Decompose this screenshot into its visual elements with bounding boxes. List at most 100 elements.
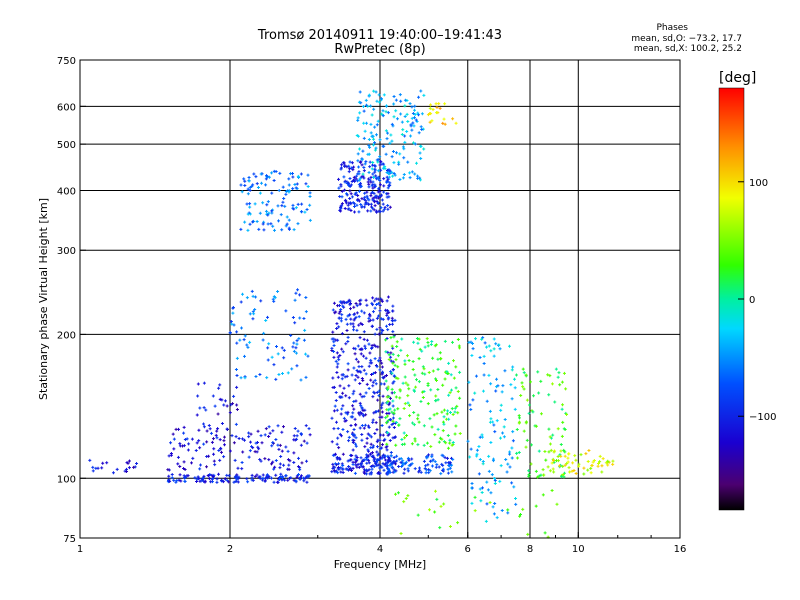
scatter-point	[386, 203, 390, 207]
scatter-point	[334, 338, 338, 342]
scatter-point	[354, 315, 358, 319]
scatter-point	[384, 350, 388, 354]
scatter-point	[435, 497, 439, 501]
x-tick-label: 6	[465, 544, 471, 555]
scatter-point	[450, 470, 454, 474]
scatter-point	[277, 188, 281, 192]
scatter-point	[333, 465, 337, 469]
scatter-point	[380, 403, 384, 407]
scatter-point	[299, 378, 303, 382]
colorbar-unit: [deg]	[719, 70, 757, 86]
scatter-point	[493, 430, 497, 434]
scatter-point	[263, 457, 267, 461]
scatter-point	[354, 174, 358, 178]
scatter-point	[475, 454, 479, 458]
scatter-point	[428, 459, 432, 463]
scatter-point	[335, 351, 339, 355]
scatter-point	[501, 384, 505, 388]
scatter-point	[443, 339, 447, 343]
scatter-point	[284, 224, 288, 228]
scatter-point	[370, 301, 374, 305]
scatter-point	[393, 435, 397, 439]
scatter-point	[430, 464, 434, 468]
scatter-point	[551, 433, 555, 437]
scatter-point	[379, 317, 383, 321]
scatter-point	[374, 382, 378, 386]
scatter-point	[413, 467, 417, 471]
scatter-point	[386, 207, 390, 211]
scatter-point	[444, 441, 448, 445]
scatter-point	[253, 202, 257, 206]
scatter-point	[519, 393, 523, 397]
scatter-point	[433, 433, 437, 437]
scatter-point	[127, 466, 131, 470]
scatter-point	[427, 370, 431, 374]
scatter-point	[276, 480, 280, 484]
scatter-point	[276, 204, 280, 208]
scatter-point	[386, 328, 390, 332]
scatter-point	[335, 370, 339, 374]
scatter-point	[247, 431, 251, 435]
scatter-point	[360, 347, 364, 351]
scatter-point	[403, 134, 407, 138]
scatter-point	[443, 456, 447, 460]
scatter-point	[381, 209, 385, 213]
scatter-point	[458, 396, 462, 400]
scatter-point	[589, 466, 593, 470]
scatter-point	[235, 477, 239, 481]
scatter-point	[551, 467, 555, 471]
scatter-point	[264, 183, 268, 187]
scatter-point	[127, 459, 131, 463]
scatter-point	[246, 480, 250, 484]
scatter-point	[370, 467, 374, 471]
scatter-point	[292, 349, 296, 353]
scatter-point	[389, 351, 393, 355]
scatter-point	[373, 299, 377, 303]
scatter-point	[303, 328, 307, 332]
scatter-point	[332, 301, 336, 305]
scatter-point	[389, 454, 393, 458]
scatter-point	[391, 368, 395, 372]
scatter-point	[278, 466, 282, 470]
scatter-point	[282, 356, 286, 360]
scatter-point	[512, 485, 516, 489]
scatter-point	[341, 373, 345, 377]
scatter-point	[441, 121, 445, 125]
scatter-point	[220, 479, 224, 483]
scatter-point	[337, 177, 341, 181]
scatter-point	[305, 208, 309, 212]
scatter-point	[434, 377, 438, 381]
scatter-point	[429, 343, 433, 347]
scatter-point	[368, 472, 372, 476]
scatter-point	[274, 473, 278, 477]
scatter-point	[514, 373, 518, 377]
scatter-point	[548, 442, 552, 446]
scatter-point	[386, 454, 390, 458]
scatter-point	[477, 444, 481, 448]
scatter-point	[402, 172, 406, 176]
scatter-point	[454, 365, 458, 369]
scatter-point	[563, 463, 567, 467]
scatter-point	[358, 410, 362, 414]
scatter-point	[388, 417, 392, 421]
scatter-point	[369, 122, 373, 126]
scatter-point	[292, 460, 296, 464]
scatter-point	[362, 354, 366, 358]
scatter-point	[362, 458, 366, 462]
scatter-point	[215, 477, 219, 481]
scatter-point	[399, 348, 403, 352]
scatter-point	[303, 210, 307, 214]
scatter-point	[378, 179, 382, 183]
scatter-point	[382, 177, 386, 181]
scatter-point	[262, 331, 266, 335]
scatter-point	[261, 222, 265, 226]
scatter-point	[294, 291, 298, 295]
scatter-point	[407, 403, 411, 407]
scatter-point	[450, 443, 454, 447]
scatter-point	[380, 372, 384, 376]
scatter-point	[380, 112, 384, 116]
scatter-point	[169, 453, 173, 457]
scatter-point	[495, 385, 499, 389]
scatter-point	[272, 363, 276, 367]
scatter-point	[346, 459, 350, 463]
